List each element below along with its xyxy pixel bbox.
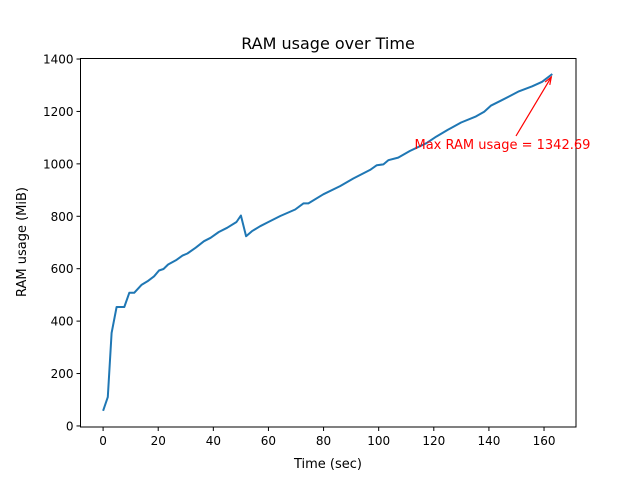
- x-tick-label: 140: [477, 434, 500, 448]
- y-tick-label: 200: [51, 367, 74, 381]
- x-tick-label: 120: [422, 434, 445, 448]
- x-tick-label: 0: [99, 434, 107, 448]
- plot-frame: [80, 58, 577, 428]
- y-tick-label: 0: [66, 419, 74, 433]
- y-tick-label: 1400: [43, 53, 74, 67]
- series-line: [102, 73, 553, 412]
- x-tick-label: 40: [206, 434, 221, 448]
- chart-title: RAM usage over Time: [241, 34, 415, 53]
- y-tick-label: 400: [51, 315, 74, 329]
- y-tick-label: 1000: [43, 157, 74, 171]
- x-axis-label: Time (sec): [293, 457, 362, 472]
- arrow-head-icon: [544, 75, 553, 86]
- y-tick-label: 600: [51, 262, 74, 276]
- max-annotation-text: Max RAM usage = 1342.69: [415, 138, 591, 153]
- annotation-arrow: [515, 76, 552, 137]
- y-tick-label: 1200: [43, 105, 74, 119]
- x-tick-label: 100: [367, 434, 390, 448]
- x-tick-label: 20: [151, 434, 166, 448]
- y-axis-label: RAM usage (MiB): [15, 187, 30, 297]
- x-tick-label: 160: [533, 434, 556, 448]
- x-tick-label: 60: [261, 434, 276, 448]
- x-tick-label: 80: [316, 434, 331, 448]
- y-tick-label: 800: [51, 210, 74, 224]
